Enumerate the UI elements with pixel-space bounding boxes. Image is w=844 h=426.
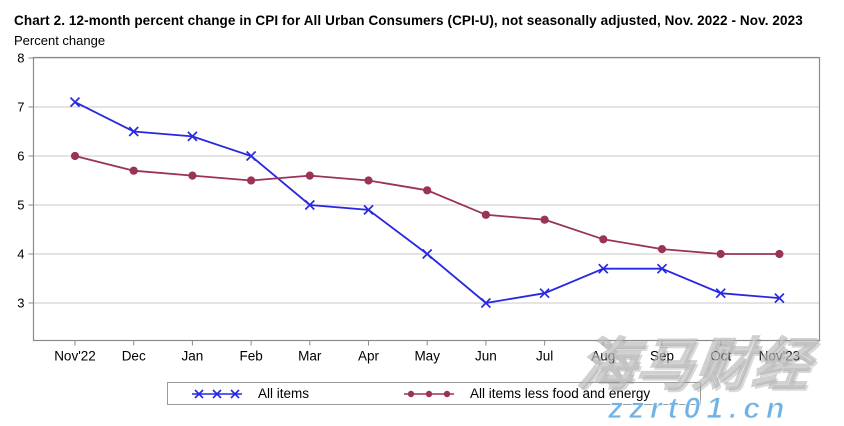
x-marker	[363, 204, 374, 216]
core-line-swatch	[404, 390, 454, 397]
x-tick-label: Apr	[358, 349, 380, 364]
x-marker	[656, 263, 668, 274]
dot-marker	[247, 176, 256, 185]
x-marker	[715, 288, 726, 299]
y-tick-label: 5	[17, 198, 24, 213]
x-tick-label: Jan	[182, 349, 204, 364]
legend-label-all-items: All items	[258, 386, 310, 401]
x-marker	[304, 199, 315, 211]
dot-marker	[657, 245, 667, 254]
plot-area	[33, 57, 820, 341]
x-marker	[128, 126, 139, 137]
x-tick-label: Oct	[710, 349, 731, 364]
y-tick-label: 6	[17, 149, 24, 164]
dot-marker	[716, 249, 725, 259]
x-marker	[480, 297, 492, 309]
plot-border	[32, 56, 821, 342]
legend-item-all-items: All items	[190, 383, 309, 404]
dot-marker	[305, 171, 314, 180]
x-tick-label: Dec	[122, 349, 146, 364]
x-tick-label: Nov'22	[54, 349, 96, 364]
x-marker	[69, 96, 81, 108]
x-tick-label: Aug	[591, 349, 615, 364]
chart-title: Chart 2. 12-month percent change in CPI …	[14, 13, 803, 28]
x-marker	[598, 263, 609, 274]
dot-marker	[775, 249, 784, 259]
x-marker	[245, 150, 257, 162]
all-items-line-swatch	[192, 388, 242, 399]
x-tick-label: May	[414, 349, 440, 364]
legend: All items All items less food and energy	[167, 382, 701, 405]
legend-label-core: All items less food and energy	[470, 386, 651, 401]
dot-marker	[540, 215, 549, 224]
x-tick-label: Nov'23	[759, 349, 801, 364]
dot-marker	[364, 176, 373, 185]
x-marker	[774, 292, 785, 304]
legend-item-core: All items less food and energy	[402, 383, 650, 404]
x-tick-label: Mar	[298, 349, 322, 364]
dot-marker	[599, 235, 608, 244]
x-tick-label: Jun	[475, 349, 497, 364]
y-axis-title: Percent change	[14, 33, 106, 48]
dot-marker	[70, 151, 80, 161]
dot-marker	[188, 171, 197, 180]
x-tick-label: Jul	[536, 349, 553, 364]
x-marker	[539, 288, 550, 299]
x-marker	[422, 248, 433, 260]
y-tick-label: 8	[17, 51, 24, 66]
y-tick-label: 7	[17, 100, 24, 115]
x-marker	[187, 131, 198, 142]
x-tick-label: Feb	[239, 349, 262, 364]
dot-marker	[423, 186, 432, 195]
dot-marker	[129, 166, 138, 175]
y-tick-label: 4	[17, 247, 24, 262]
dot-marker	[481, 210, 490, 219]
x-tick-label: Sep	[650, 349, 674, 364]
y-tick-label: 3	[17, 296, 24, 311]
